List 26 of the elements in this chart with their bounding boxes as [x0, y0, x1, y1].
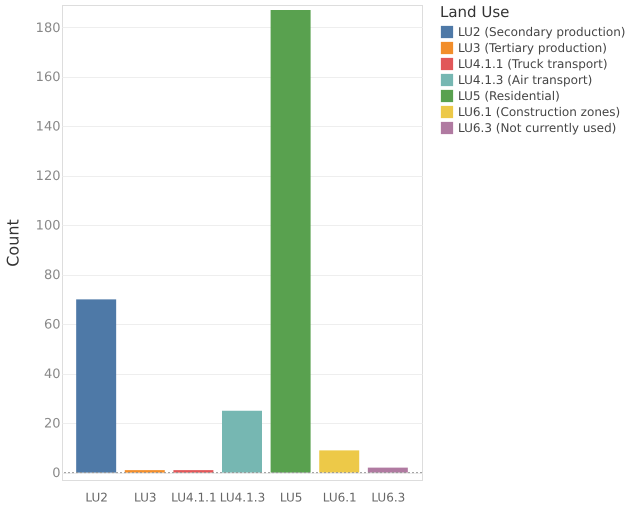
legend-label: LU4.1.3 (Air transport) — [458, 73, 592, 87]
x-tick-label: LU5 — [280, 490, 302, 504]
y-tick-label: 0 — [52, 466, 60, 482]
legend-label: LU4.1.1 (Truck transport) — [458, 57, 608, 71]
y-tick-label: 40 — [44, 367, 60, 382]
legend-label: LU6.1 (Construction zones) — [458, 105, 620, 119]
x-tick-label: LU4.1.3 — [220, 490, 266, 504]
y-tick-label: 100 — [36, 218, 60, 234]
y-tick-label: 120 — [36, 169, 60, 184]
x-tick-label: LU6.3 — [371, 490, 406, 504]
y-tick-label: 160 — [36, 70, 60, 86]
y-tick-label: 80 — [44, 268, 60, 284]
y-tick-label: 140 — [36, 120, 60, 135]
x-tick-label: LU6.1 — [322, 490, 357, 504]
y-axis-title: Count — [4, 219, 23, 267]
x-tick-label: LU2 — [85, 490, 108, 504]
x-tick-label: LU4.1.1 — [171, 490, 217, 504]
legend-label: LU6.3 (Not currently used) — [458, 121, 616, 135]
legend-label: LU5 (Residential) — [458, 89, 560, 103]
y-tick-label: 60 — [44, 318, 60, 333]
y-tick-label: 20 — [44, 416, 60, 432]
legend-label: LU2 (Secondary production) — [458, 25, 626, 39]
legend-title: Land Use — [440, 3, 510, 21]
legend-label: LU3 (Tertiary production) — [458, 41, 607, 55]
x-tick-label: LU3 — [134, 490, 157, 504]
y-tick-label: 180 — [36, 20, 60, 36]
